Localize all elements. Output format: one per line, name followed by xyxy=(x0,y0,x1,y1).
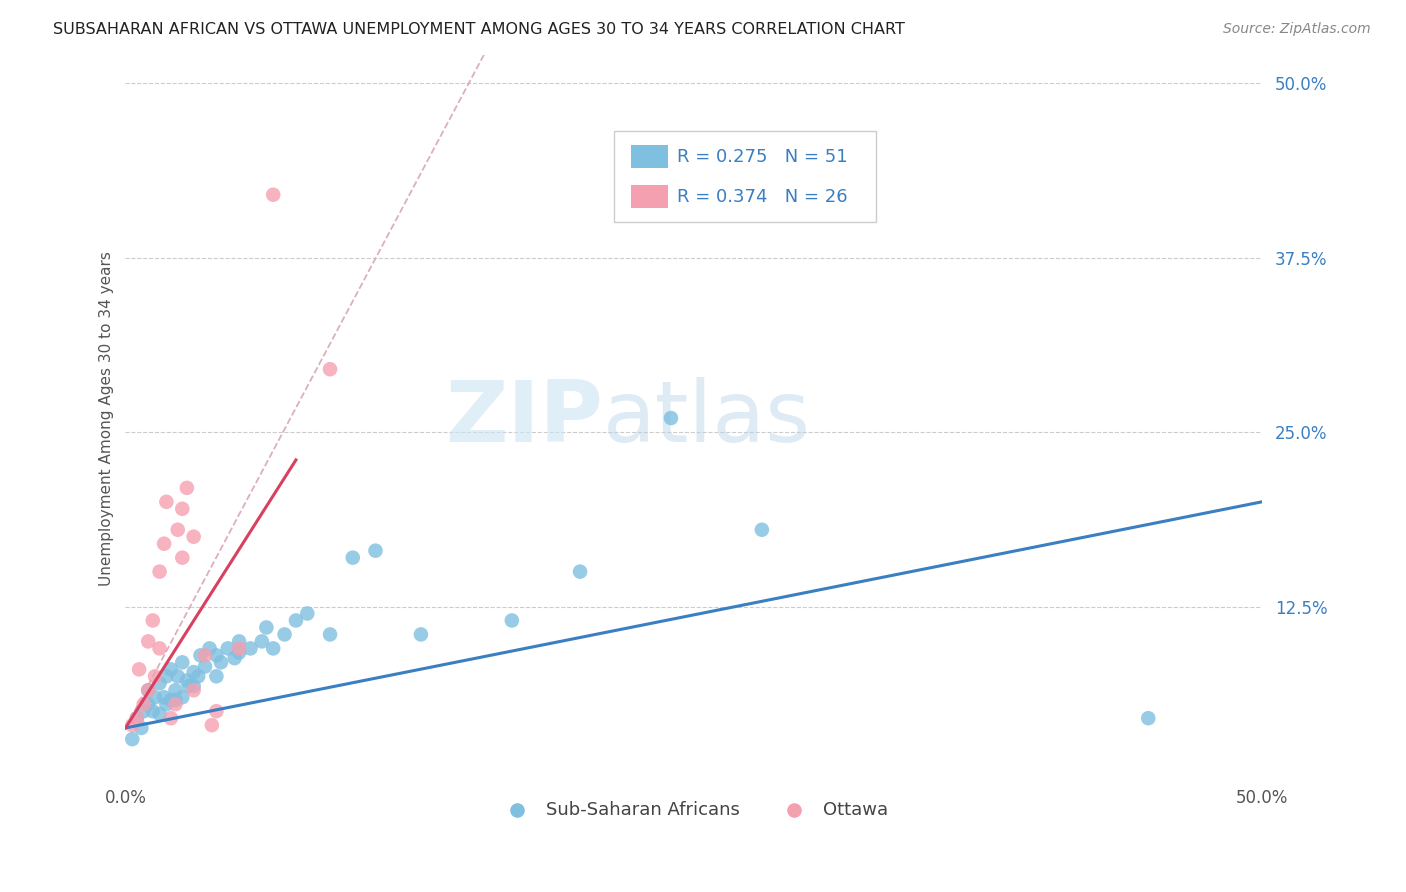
Point xyxy=(183,665,205,679)
Point xyxy=(1137,711,1160,725)
Point xyxy=(205,648,228,663)
Point xyxy=(160,693,183,707)
Point xyxy=(239,641,262,656)
Point xyxy=(409,627,432,641)
Point xyxy=(143,690,166,705)
Point xyxy=(190,648,212,663)
Point xyxy=(136,634,159,648)
Point xyxy=(136,697,159,711)
Point xyxy=(201,718,224,732)
Point xyxy=(209,656,232,670)
Point xyxy=(165,683,187,698)
Point xyxy=(155,697,177,711)
Point xyxy=(153,690,176,705)
Point xyxy=(155,669,177,683)
Point xyxy=(153,537,176,551)
Legend: Sub-Saharan Africans, Ottawa: Sub-Saharan Africans, Ottawa xyxy=(492,794,896,826)
Point xyxy=(121,718,143,732)
Point xyxy=(205,669,228,683)
Text: Source: ZipAtlas.com: Source: ZipAtlas.com xyxy=(1223,22,1371,37)
Point xyxy=(183,679,205,693)
Point xyxy=(176,673,198,688)
Point xyxy=(125,711,148,725)
Point xyxy=(166,523,188,537)
Point xyxy=(751,523,773,537)
Text: R = 0.374   N = 26: R = 0.374 N = 26 xyxy=(676,187,848,206)
FancyBboxPatch shape xyxy=(614,131,876,222)
Point xyxy=(297,607,319,621)
Point xyxy=(342,550,364,565)
Text: ZIP: ZIP xyxy=(446,376,603,459)
Point xyxy=(254,620,277,634)
Point xyxy=(142,614,165,628)
Point xyxy=(273,627,295,641)
Point xyxy=(172,501,194,516)
Point xyxy=(172,550,194,565)
Point xyxy=(172,656,194,670)
Point xyxy=(155,495,177,509)
Point xyxy=(659,411,682,425)
Point xyxy=(194,659,217,673)
Point xyxy=(319,627,342,641)
Point xyxy=(136,683,159,698)
Point xyxy=(194,648,217,663)
Point xyxy=(205,704,228,718)
Point xyxy=(148,706,170,721)
Point xyxy=(143,669,166,683)
Point xyxy=(121,732,143,747)
Point xyxy=(183,683,205,698)
Point xyxy=(142,704,165,718)
Text: atlas: atlas xyxy=(603,376,811,459)
Point xyxy=(136,683,159,698)
Point xyxy=(319,362,342,376)
Point xyxy=(228,641,250,656)
Point xyxy=(132,697,155,711)
Point xyxy=(183,530,205,544)
Point xyxy=(198,641,221,656)
Point xyxy=(128,662,150,676)
Point xyxy=(262,187,284,202)
Point xyxy=(217,641,239,656)
Point xyxy=(125,711,148,725)
Point xyxy=(148,641,170,656)
Point xyxy=(569,565,592,579)
Point xyxy=(250,634,273,648)
Point xyxy=(160,662,183,676)
Point xyxy=(148,565,170,579)
Point xyxy=(224,651,246,665)
Point xyxy=(131,721,153,735)
Point xyxy=(228,646,250,660)
FancyBboxPatch shape xyxy=(631,145,668,169)
Point xyxy=(166,669,188,683)
Point xyxy=(187,669,209,683)
Point xyxy=(165,697,187,711)
Point xyxy=(262,641,284,656)
Point xyxy=(179,679,201,693)
Point xyxy=(165,693,187,707)
Point xyxy=(148,676,170,690)
Text: SUBSAHARAN AFRICAN VS OTTAWA UNEMPLOYMENT AMONG AGES 30 TO 34 YEARS CORRELATION : SUBSAHARAN AFRICAN VS OTTAWA UNEMPLOYMEN… xyxy=(53,22,905,37)
Point xyxy=(172,690,194,705)
Point xyxy=(176,481,198,495)
Point xyxy=(284,614,307,628)
Point xyxy=(501,614,523,628)
Point xyxy=(132,704,155,718)
Point xyxy=(364,543,387,558)
Y-axis label: Unemployment Among Ages 30 to 34 years: Unemployment Among Ages 30 to 34 years xyxy=(100,251,114,585)
Text: R = 0.275   N = 51: R = 0.275 N = 51 xyxy=(676,148,848,166)
Point xyxy=(228,634,250,648)
Point xyxy=(160,711,183,725)
FancyBboxPatch shape xyxy=(631,185,668,209)
